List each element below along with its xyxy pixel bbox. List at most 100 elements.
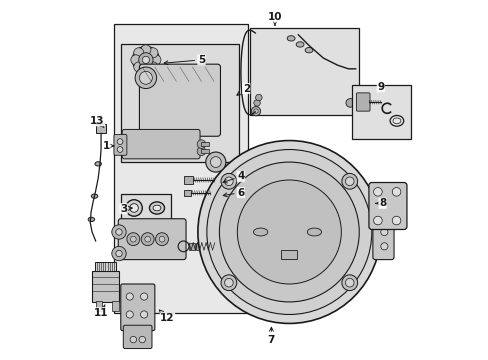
Ellipse shape xyxy=(149,202,164,214)
Circle shape xyxy=(197,140,205,148)
FancyBboxPatch shape xyxy=(118,219,185,260)
Circle shape xyxy=(341,174,357,189)
Circle shape xyxy=(130,336,136,343)
Bar xyxy=(121,44,239,162)
FancyBboxPatch shape xyxy=(122,130,200,159)
Text: 12: 12 xyxy=(159,310,174,323)
Circle shape xyxy=(112,246,126,261)
Text: 6: 6 xyxy=(223,188,244,198)
Circle shape xyxy=(144,236,150,242)
Circle shape xyxy=(380,214,387,221)
Text: 10: 10 xyxy=(267,12,282,25)
Circle shape xyxy=(139,53,153,67)
Circle shape xyxy=(206,149,371,315)
Bar xyxy=(96,301,102,311)
Circle shape xyxy=(112,225,126,239)
Ellipse shape xyxy=(91,194,98,198)
Circle shape xyxy=(341,275,357,291)
FancyBboxPatch shape xyxy=(368,183,406,229)
Bar xyxy=(249,28,359,116)
Circle shape xyxy=(126,293,133,300)
Ellipse shape xyxy=(286,36,294,41)
Ellipse shape xyxy=(392,118,400,124)
Bar xyxy=(113,24,247,313)
Circle shape xyxy=(134,48,143,58)
Circle shape xyxy=(134,62,143,72)
Circle shape xyxy=(139,336,145,343)
FancyBboxPatch shape xyxy=(139,64,220,136)
Circle shape xyxy=(174,140,182,148)
Text: 8: 8 xyxy=(375,198,386,208)
Ellipse shape xyxy=(153,205,161,211)
Circle shape xyxy=(117,147,122,152)
FancyBboxPatch shape xyxy=(356,93,369,111)
Circle shape xyxy=(141,45,151,55)
Circle shape xyxy=(251,107,260,116)
Circle shape xyxy=(391,216,400,225)
Circle shape xyxy=(160,140,167,148)
Circle shape xyxy=(135,67,156,89)
Circle shape xyxy=(208,241,219,251)
Circle shape xyxy=(140,293,147,300)
Circle shape xyxy=(145,140,153,148)
Bar xyxy=(201,142,208,146)
Text: 9: 9 xyxy=(376,82,384,92)
Circle shape xyxy=(131,55,141,65)
Ellipse shape xyxy=(253,228,267,236)
Circle shape xyxy=(253,109,258,113)
FancyBboxPatch shape xyxy=(372,204,393,260)
Bar xyxy=(96,125,106,134)
Bar xyxy=(174,133,182,142)
Bar xyxy=(281,250,297,259)
Circle shape xyxy=(155,233,168,246)
Circle shape xyxy=(159,236,164,242)
Text: 13: 13 xyxy=(90,116,104,127)
Circle shape xyxy=(237,180,341,284)
Bar xyxy=(201,149,208,153)
Circle shape xyxy=(346,99,354,107)
Circle shape xyxy=(373,216,382,225)
Circle shape xyxy=(373,188,382,196)
Circle shape xyxy=(205,152,225,172)
Bar xyxy=(351,85,410,139)
Bar xyxy=(145,133,153,142)
Text: 11: 11 xyxy=(94,305,108,318)
FancyBboxPatch shape xyxy=(121,284,155,330)
Ellipse shape xyxy=(305,48,312,53)
Circle shape xyxy=(132,46,159,73)
Circle shape xyxy=(255,94,262,101)
Text: 7: 7 xyxy=(267,327,275,345)
Circle shape xyxy=(253,100,260,106)
Bar xyxy=(196,243,202,250)
Circle shape xyxy=(224,177,233,186)
Circle shape xyxy=(142,56,149,63)
Bar xyxy=(204,243,211,250)
Circle shape xyxy=(140,311,147,318)
Ellipse shape xyxy=(306,228,321,236)
Circle shape xyxy=(126,311,133,318)
Ellipse shape xyxy=(95,162,101,166)
FancyBboxPatch shape xyxy=(123,325,152,348)
Circle shape xyxy=(380,243,387,250)
Bar xyxy=(183,190,191,196)
Circle shape xyxy=(198,140,380,323)
Circle shape xyxy=(391,188,400,196)
Circle shape xyxy=(116,229,122,235)
Circle shape xyxy=(224,278,233,287)
Ellipse shape xyxy=(88,217,94,222)
Circle shape xyxy=(117,139,122,144)
Text: 2: 2 xyxy=(236,84,249,95)
Bar xyxy=(183,176,192,184)
Text: 5: 5 xyxy=(164,55,204,65)
Circle shape xyxy=(130,236,136,242)
Circle shape xyxy=(148,48,158,58)
Bar xyxy=(121,194,171,221)
Circle shape xyxy=(219,162,359,302)
Circle shape xyxy=(380,228,387,235)
Circle shape xyxy=(116,250,122,257)
Circle shape xyxy=(211,244,216,248)
Circle shape xyxy=(125,200,142,216)
Circle shape xyxy=(221,174,236,189)
Bar xyxy=(188,243,195,250)
Circle shape xyxy=(197,147,205,156)
